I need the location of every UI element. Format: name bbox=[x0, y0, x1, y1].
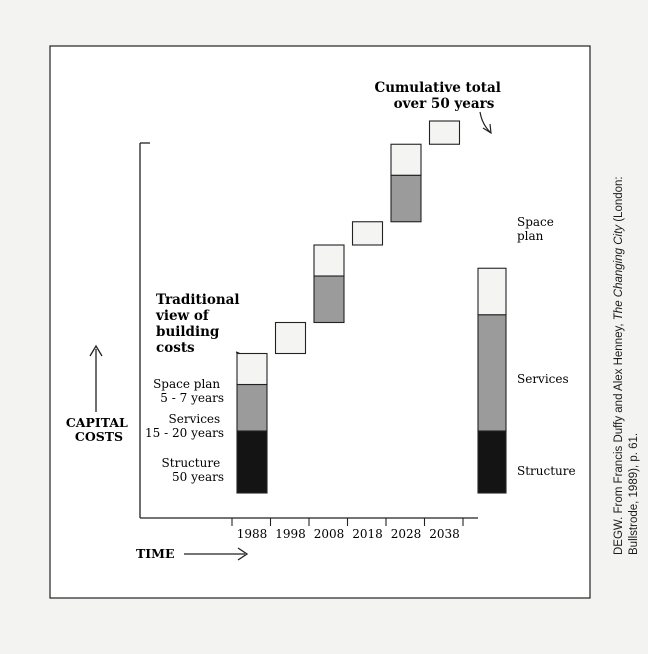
year-label-2038: 2038 bbox=[429, 527, 460, 541]
cumulative-pointer-arrow-icon bbox=[479, 111, 492, 135]
cumulative-space-plan-segment bbox=[477, 267, 507, 316]
space-plan-label: Space plan 5 - 7 years bbox=[153, 377, 224, 405]
credit-title: The Changing City bbox=[613, 224, 625, 321]
services-label: Services 15 - 20 years bbox=[145, 412, 224, 440]
capital-costs-arrow-icon bbox=[89, 344, 103, 412]
cumulative-bar bbox=[477, 267, 507, 494]
cumulative-services-segment bbox=[477, 314, 507, 432]
credit-prefix: DEGW. From Francis Duffy and Alex Henney… bbox=[613, 320, 625, 555]
bar-2018-space-plan bbox=[351, 221, 384, 246]
bar-2008-space-plan bbox=[313, 244, 345, 277]
year-label-1998: 1998 bbox=[275, 527, 306, 541]
cumulative-structure-label: Structure bbox=[517, 464, 576, 478]
bar-2028-space-plan bbox=[390, 143, 422, 176]
x-axis-ticks bbox=[231, 518, 464, 526]
time-label: TIME bbox=[136, 546, 175, 561]
year-label-1988: 1988 bbox=[237, 527, 268, 541]
year-label-2028: 2028 bbox=[391, 527, 422, 541]
cost-bars bbox=[236, 120, 461, 494]
bar-1988-services bbox=[236, 383, 268, 432]
time-arrow-icon bbox=[184, 547, 249, 561]
bar-1998-space-plan bbox=[274, 321, 307, 355]
bar-1988-space-plan bbox=[236, 352, 268, 386]
cumulative-services-label: Services bbox=[517, 372, 569, 386]
bar-2008-services bbox=[313, 275, 345, 324]
bar-1988-structure bbox=[236, 430, 268, 494]
bar-2028-services bbox=[390, 174, 422, 223]
cumulative-heading: Cumulative total over 50 years bbox=[374, 80, 505, 112]
year-label-2008: 2008 bbox=[314, 527, 345, 541]
structure-label: Structure 50 years bbox=[162, 456, 224, 484]
year-label-2018: 2018 bbox=[352, 527, 383, 541]
source-credit: DEGW. From Francis Duffy and Alex Henney… bbox=[612, 135, 642, 555]
x-axis-year-labels: 1988 1998 2008 2018 2028 2038 bbox=[237, 527, 460, 541]
traditional-view-heading: Traditional view of building costs bbox=[155, 292, 244, 356]
cumulative-space-plan-label: Space plan bbox=[517, 215, 558, 243]
bar-2038-space-plan bbox=[428, 120, 461, 145]
capital-costs-label: CAPITAL COSTS bbox=[66, 415, 132, 444]
cumulative-structure-segment bbox=[477, 430, 507, 494]
